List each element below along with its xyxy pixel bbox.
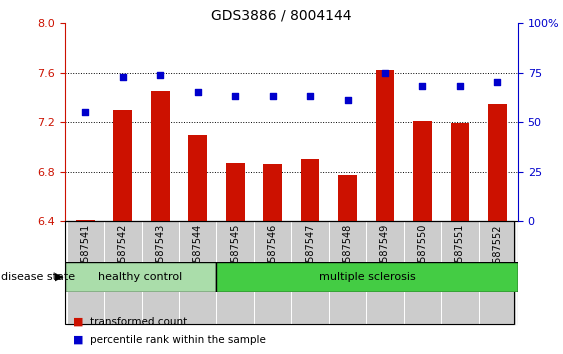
Bar [113,110,132,354]
Bar [404,221,441,324]
Text: multiple sclerosis: multiple sclerosis [319,272,415,282]
FancyBboxPatch shape [216,262,518,292]
Bar [254,221,292,324]
Bar [189,135,207,354]
Bar [441,221,479,324]
Point [231,93,240,99]
Bar [263,164,282,354]
Bar [329,221,367,324]
Bar [141,221,179,324]
Bar [226,163,244,354]
Bar [367,221,404,324]
Bar [479,221,516,324]
Bar [151,91,169,354]
Bar [450,123,470,354]
Point [156,72,165,78]
Bar [66,221,104,324]
Point [343,97,352,103]
Text: transformed count: transformed count [90,317,187,327]
Bar [292,221,329,324]
Text: ▶: ▶ [55,272,64,282]
Bar [65,221,514,324]
Point [81,109,90,115]
Bar [216,221,254,324]
Text: GDS3886 / 8004144: GDS3886 / 8004144 [211,9,352,23]
Text: healthy control: healthy control [98,272,182,282]
Bar [488,104,507,354]
Point [306,93,315,99]
Text: disease state: disease state [1,272,75,282]
Bar [179,221,216,324]
Text: ■: ■ [73,317,84,327]
Bar [413,121,432,354]
Bar [338,176,357,354]
Text: ■: ■ [73,335,84,345]
Bar [76,220,95,354]
Bar [301,159,319,354]
Point [268,93,277,99]
Point [118,74,127,79]
Point [381,70,390,75]
Text: percentile rank within the sample: percentile rank within the sample [90,335,266,345]
Point [418,84,427,89]
Point [455,84,464,89]
Bar [376,70,394,354]
Point [493,80,502,85]
Point [193,90,202,95]
FancyBboxPatch shape [65,262,216,292]
Bar [104,221,141,324]
